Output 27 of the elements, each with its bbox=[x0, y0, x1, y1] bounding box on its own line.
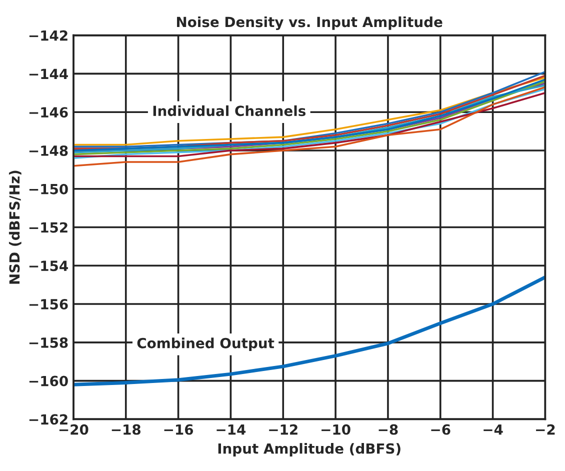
x-tick-label: −10 bbox=[322, 424, 350, 435]
y-tick-label: −154 bbox=[29, 260, 68, 272]
annotation: Combined Output bbox=[137, 338, 274, 352]
x-tick-label: −18 bbox=[112, 424, 140, 435]
y-tick-label: −152 bbox=[29, 222, 68, 233]
x-tick-label: −2 bbox=[536, 424, 555, 435]
y-tick-label: −146 bbox=[29, 107, 68, 118]
y-tick-label: −158 bbox=[29, 337, 68, 348]
x-tick-label: −12 bbox=[269, 424, 298, 435]
x-tick-label: −20 bbox=[59, 424, 88, 435]
y-tick-label: −156 bbox=[29, 299, 68, 310]
x-axis-title: Input Amplitude (dBFS) bbox=[218, 443, 400, 456]
y-tick-label: −150 bbox=[29, 184, 68, 194]
x-tick-label: −6 bbox=[431, 424, 450, 435]
x-tick-label: −14 bbox=[216, 424, 246, 435]
y-tick-label: −142 bbox=[29, 30, 68, 41]
y-tick-label: −160 bbox=[29, 376, 68, 386]
y-tick-label: −144 bbox=[29, 68, 68, 79]
line-series bbox=[73, 275, 546, 386]
y-axis-title: NSD (dBFS/Hz) bbox=[8, 170, 22, 284]
y-tick-label: −162 bbox=[29, 414, 68, 425]
x-tick-label: −16 bbox=[164, 424, 194, 435]
y-tick-label: −148 bbox=[29, 145, 68, 156]
annotation: Individual Channels bbox=[153, 105, 306, 116]
chart-title: Noise Density vs. Input Amplitude bbox=[177, 16, 442, 30]
x-tick-label: −8 bbox=[378, 424, 398, 435]
x-tick-label: −4 bbox=[484, 424, 503, 435]
